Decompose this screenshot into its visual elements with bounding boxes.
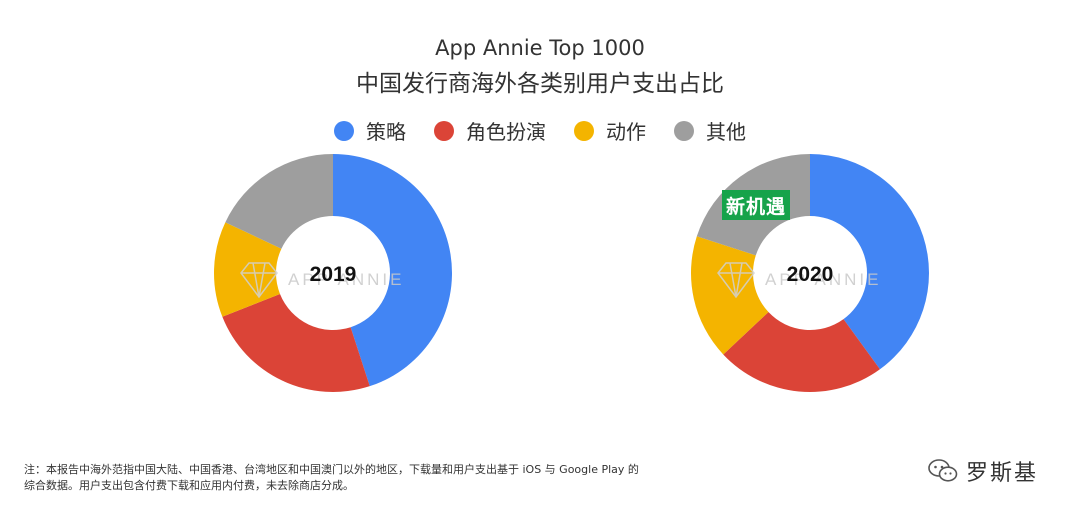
- brand-name: 罗斯基: [966, 461, 1039, 486]
- watermark-diamond-icon: [717, 262, 755, 299]
- legend-label-rpg: 角色扮演: [466, 120, 546, 144]
- center-year-label-2019: 2019: [310, 263, 357, 286]
- legend-label-action: 动作: [606, 120, 646, 144]
- chart-subtitle: 中国发行商海外各类别用户支出占比: [356, 71, 724, 97]
- new-opportunity-badge: 新机遇: [722, 190, 790, 220]
- legend-swatch-action: [574, 120, 594, 141]
- center-year-label-2020: 2020: [787, 263, 834, 286]
- slice-strategy-2020: [810, 154, 929, 370]
- legend-swatch-rpg: [434, 120, 454, 141]
- footnote-line-1: 注：本报告中海外范指中国大陆、中国香港、台湾地区和中国澳门以外的地区，下载量和用…: [24, 463, 639, 476]
- legend-label-other: 其他: [706, 120, 746, 144]
- legend: 策略 角色扮演 动作 其他: [0, 116, 1080, 145]
- legend-item-other: 其他: [674, 116, 746, 145]
- watermark-diamond-icon: [240, 262, 278, 299]
- legend-swatch-strategy: [334, 120, 354, 141]
- footnote: 注：本报告中海外范指中国大陆、中国香港、台湾地区和中国澳门以外的地区，下载量和用…: [24, 462, 764, 494]
- brand: 罗斯基: [928, 455, 1038, 487]
- wechat-icon: [928, 459, 958, 482]
- watermark-text: APP ANNIE: [765, 270, 881, 289]
- legend-label-strategy: 策略: [366, 120, 406, 144]
- footnote-line-2: 综合数据。用户支出包含付费下载和应用内付费，未去除商店分成。: [24, 479, 354, 492]
- slice-action-2019: [214, 222, 282, 317]
- chart-title: App Annie Top 1000: [435, 36, 645, 60]
- slice-rpg-2020: [723, 312, 880, 392]
- watermark-text: APP ANNIE: [288, 270, 404, 289]
- legend-swatch-other: [674, 120, 694, 141]
- legend-item-action: 动作: [574, 116, 646, 145]
- legend-item-strategy: 策略: [334, 116, 406, 145]
- slice-rpg-2019: [222, 293, 370, 392]
- slice-other-2019: [225, 154, 333, 249]
- legend-item-rpg: 角色扮演: [434, 116, 546, 145]
- slice-strategy-2019: [333, 154, 452, 387]
